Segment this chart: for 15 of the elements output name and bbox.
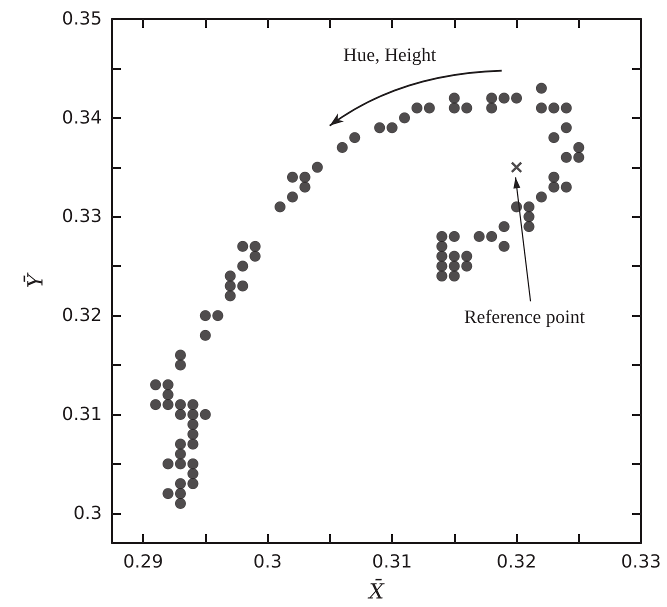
y-tick-label: 0.33 [62,206,102,228]
annotation: Reference point [464,306,586,328]
annotation: Hue, Height [343,45,437,66]
x-axis-title: X̄ [367,578,386,604]
y-tick-label: 0.31 [62,404,102,425]
x-tick-label: 0.31 [372,552,412,572]
x-tick-label: 0.33 [620,552,662,572]
x-tick-label: 0.29 [123,552,164,572]
y-tick-label: 0.35 [62,8,102,30]
y-tick-label: 0.34 [62,107,102,128]
y-tick-label: 0.3 [73,502,102,524]
x-tick-label: 0.3 [253,552,282,572]
y-axis-title: Ȳ [24,272,48,288]
x-tick-label: 0.32 [496,552,537,572]
y-tick-label: 0.32 [62,305,102,326]
